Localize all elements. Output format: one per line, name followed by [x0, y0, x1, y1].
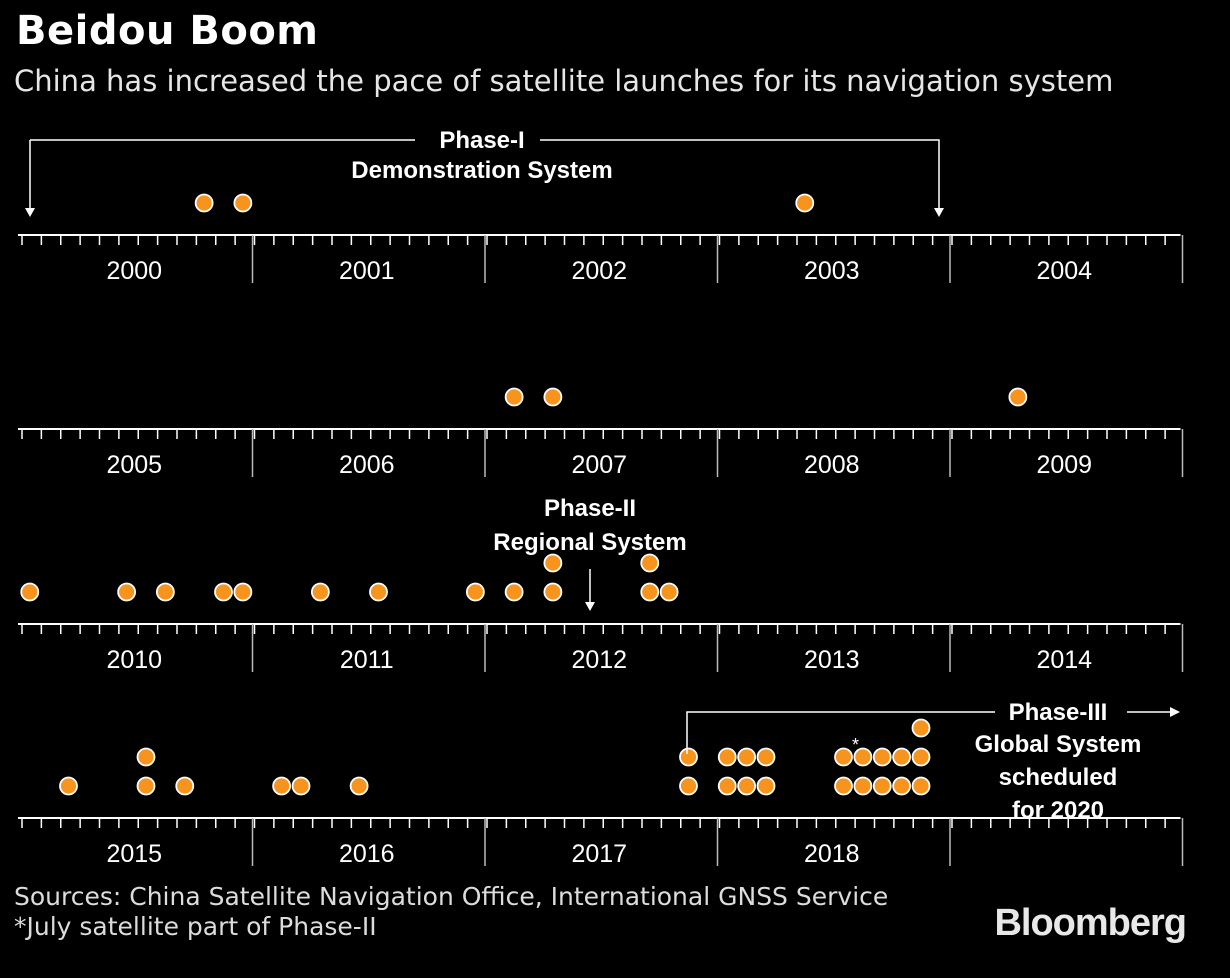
launch-dot [465, 582, 485, 602]
launch-dot [504, 582, 524, 602]
launch-dot [679, 747, 698, 767]
launch-dot [117, 582, 137, 602]
launch-dot [872, 776, 892, 796]
year-tick-label: 2002 [571, 257, 627, 285]
launch-dot [834, 747, 853, 767]
launch-dot [892, 747, 912, 767]
bloomberg-logo: Bloomberg [994, 902, 1187, 944]
year-tick-label: 2007 [571, 451, 627, 479]
launch-dot [717, 776, 737, 796]
year-tick-label: 2014 [1036, 646, 1092, 674]
launch-dot [640, 582, 660, 602]
launch-dot [679, 776, 698, 796]
launch-dot [1008, 387, 1028, 407]
phase3-sublabel-3: for 2020 [1012, 797, 1104, 824]
launch-dot [214, 582, 233, 602]
phase1-bracket [29, 139, 940, 208]
phase3-label: Phase-III [1009, 699, 1108, 726]
chart-source: Sources: China Satellite Navigation Offi… [14, 882, 888, 942]
phase3-arrow [1170, 707, 1180, 717]
launch-dot [737, 747, 757, 767]
chart-title: Beidou Boom [16, 8, 319, 54]
launch-dot [349, 776, 369, 796]
launch-dot [272, 776, 292, 796]
phase1-label: Phase-I [439, 127, 524, 154]
launch-dot [756, 776, 776, 796]
phase3-sublabel-2: scheduled [999, 764, 1118, 791]
launch-dot [233, 582, 253, 602]
year-tick-label: 2016 [339, 840, 395, 868]
launch-dot [543, 582, 563, 602]
launch-dot [795, 193, 815, 213]
launch-dot [872, 747, 892, 767]
year-tick-label: 2006 [339, 451, 395, 479]
year-tick-label: 2012 [571, 646, 627, 674]
year-tick-label: 2004 [1036, 257, 1092, 285]
launch-dot [291, 776, 311, 796]
launch-dot [737, 776, 757, 796]
launch-dot [911, 776, 931, 796]
year-tick-label: 2013 [804, 646, 860, 674]
launch-dot [659, 582, 679, 602]
launch-dot [717, 747, 737, 767]
launch-dot [892, 776, 912, 796]
phase2-arrow [585, 602, 595, 611]
launch-dot [911, 718, 931, 738]
year-tick-label: 2018 [804, 840, 860, 868]
launch-dot [756, 747, 776, 767]
launch-dot [175, 776, 195, 796]
chart-subtitle: China has increased the pace of satellit… [14, 64, 1114, 98]
launch-dot [853, 747, 873, 767]
phase1-end-arrow [934, 208, 944, 217]
phase1-sublabel: Demonstration System [351, 157, 612, 184]
launch-dot [155, 582, 175, 602]
year-tick-label: 2003 [804, 257, 860, 285]
year-tick-label: 2000 [106, 257, 162, 285]
phase2-sublabel: Regional System [493, 529, 686, 556]
launch-dot [59, 776, 78, 796]
year-tick-label: 2001 [339, 257, 395, 285]
year-tick-label: 2011 [340, 646, 394, 674]
phase3-sublabel: Global System [975, 731, 1142, 758]
year-tick-label: 2008 [804, 451, 860, 479]
launch-dot [136, 776, 156, 796]
footnote-text: *July satellite part of Phase-II [14, 912, 377, 941]
year-tick-label: 2009 [1036, 451, 1092, 479]
launch-dot [194, 193, 214, 213]
launch-dot [853, 776, 873, 796]
year-tick-label: 2017 [571, 840, 627, 868]
launch-dot [911, 747, 931, 767]
launch-dot [233, 193, 253, 213]
launch-dot [640, 553, 660, 573]
launch-dot [20, 582, 40, 602]
launch-dot [136, 747, 156, 767]
launch-dot [504, 387, 524, 407]
launch-dot [834, 776, 853, 796]
launch-dot [369, 582, 388, 602]
phase2-label: Phase-II [544, 495, 636, 522]
year-tick-label: 2010 [106, 646, 162, 674]
phase1-start-arrow [25, 208, 35, 217]
launch-dot [310, 582, 330, 602]
launch-dot [543, 553, 563, 573]
launch-dot [543, 387, 563, 407]
year-tick-label: 2005 [106, 451, 162, 479]
phase3-bracket [686, 711, 1170, 754]
asterisk-marker: * [852, 735, 859, 755]
sources-text: Sources: China Satellite Navigation Offi… [14, 882, 889, 911]
year-tick-label: 2015 [106, 840, 162, 868]
